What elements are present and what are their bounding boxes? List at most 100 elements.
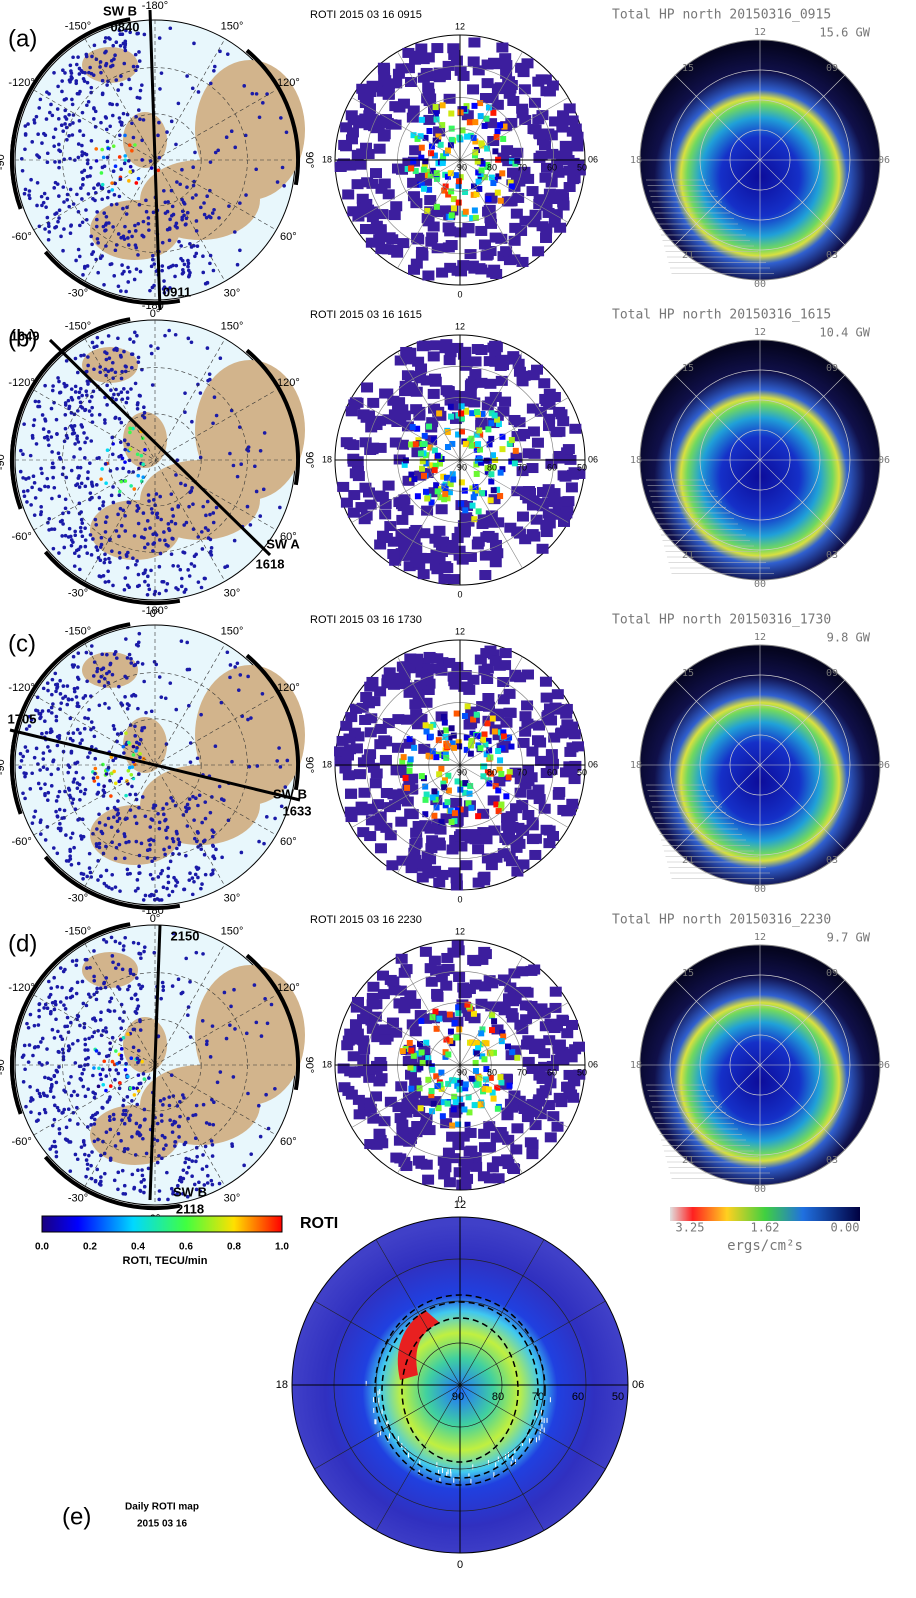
roti-cell xyxy=(484,1173,496,1183)
roti-dot xyxy=(105,358,109,362)
roti-dot xyxy=(108,561,112,565)
roti-cell xyxy=(353,1095,365,1105)
roti-dot xyxy=(59,966,63,970)
roti-cell xyxy=(510,1144,522,1154)
roti-dot xyxy=(166,1198,170,1202)
roti-dot xyxy=(196,876,200,880)
roti-dot xyxy=(61,185,65,189)
roti-dot xyxy=(93,1118,97,1122)
roti-dot xyxy=(81,877,85,881)
roti-cell xyxy=(379,75,391,85)
roti-cell xyxy=(463,223,475,233)
roti-dot xyxy=(151,877,155,881)
roti-dot xyxy=(93,757,97,761)
roti-cell xyxy=(468,37,480,47)
longitude-label: 90° xyxy=(303,757,315,774)
roti-dot xyxy=(232,988,236,992)
roti-cell xyxy=(553,427,565,437)
roti-dot xyxy=(106,569,110,573)
roti-dot xyxy=(62,1055,66,1059)
roti-dot xyxy=(77,548,81,552)
roti-dot xyxy=(83,456,87,460)
roti-dot xyxy=(228,676,232,680)
roti-cell xyxy=(543,421,555,431)
roti-cell xyxy=(354,1109,366,1119)
roti-dot xyxy=(174,884,178,888)
roti-cell xyxy=(472,844,484,854)
roti-dot xyxy=(180,585,184,589)
roti-dot xyxy=(101,763,105,767)
roti-dot xyxy=(209,82,213,86)
roti-dot xyxy=(132,1187,136,1191)
roti-dot xyxy=(24,188,28,192)
roti-dot xyxy=(151,254,155,258)
roti-dot xyxy=(27,1026,31,1030)
roti-dot xyxy=(104,1074,108,1078)
roti-dot xyxy=(134,53,138,57)
roti-dot xyxy=(69,63,73,67)
roti-dot xyxy=(104,223,108,227)
roti-cell xyxy=(458,411,464,417)
roti-dot xyxy=(156,168,160,172)
roti-dot xyxy=(180,577,184,581)
roti-dot xyxy=(74,357,78,361)
roti-dot xyxy=(152,839,156,843)
roti-cell xyxy=(555,1097,567,1107)
roti-dot xyxy=(196,244,200,248)
roti-dot xyxy=(80,170,84,174)
roti-dot xyxy=(246,505,250,509)
roti-dot xyxy=(82,1026,86,1030)
roti-dot xyxy=(21,755,25,759)
roti-cell xyxy=(399,551,411,561)
roti-dot xyxy=(88,751,92,755)
roti-dot xyxy=(85,1158,89,1162)
roti-dot xyxy=(116,808,120,812)
roti-cell xyxy=(526,747,538,757)
roti-cell xyxy=(475,655,487,665)
roti-dot xyxy=(99,1077,103,1081)
roti-dot xyxy=(39,510,43,514)
roti-cell xyxy=(355,160,367,170)
roti-dot xyxy=(187,878,191,882)
roti-dot xyxy=(220,701,224,705)
roti-dot xyxy=(138,394,142,398)
roti-cell xyxy=(456,829,468,839)
roti-dot xyxy=(162,813,166,817)
roti-dot xyxy=(73,442,77,446)
roti-dot xyxy=(123,438,127,442)
roti-dot xyxy=(139,956,143,960)
roti-dot xyxy=(125,401,129,405)
roti-dot xyxy=(123,835,127,839)
roti-dot xyxy=(194,1113,198,1117)
roti-cell xyxy=(473,1082,479,1088)
roti-cell xyxy=(516,800,528,810)
roti-cell xyxy=(374,144,386,154)
roti-dot xyxy=(98,703,102,707)
roti-dot xyxy=(208,378,212,382)
roti-dot xyxy=(36,132,40,136)
roti-dot xyxy=(43,1076,47,1080)
hp-mlt-label: 15 xyxy=(682,968,694,979)
roti-dot xyxy=(44,1003,48,1007)
roti-dot xyxy=(80,425,84,429)
roti-dot xyxy=(106,807,110,811)
roti-cell xyxy=(503,793,509,799)
roti-dot xyxy=(74,259,78,263)
roti-cell xyxy=(519,371,531,381)
roti-dot xyxy=(206,500,210,504)
roti-cell xyxy=(419,1049,425,1055)
roti-cell xyxy=(449,819,455,825)
roti-dot xyxy=(25,500,29,504)
roti-dot xyxy=(113,193,117,197)
roti-dot xyxy=(142,898,146,902)
roti-dot xyxy=(140,454,144,458)
roti-dot xyxy=(165,802,169,806)
roti-dot xyxy=(188,980,192,984)
roti-cell xyxy=(529,1044,541,1054)
roti-dot xyxy=(52,486,56,490)
roti-dot xyxy=(126,390,130,394)
roti-cell xyxy=(428,389,440,399)
roti-cell xyxy=(424,792,430,798)
roti-dot xyxy=(55,715,59,719)
roti-dot xyxy=(180,218,184,222)
